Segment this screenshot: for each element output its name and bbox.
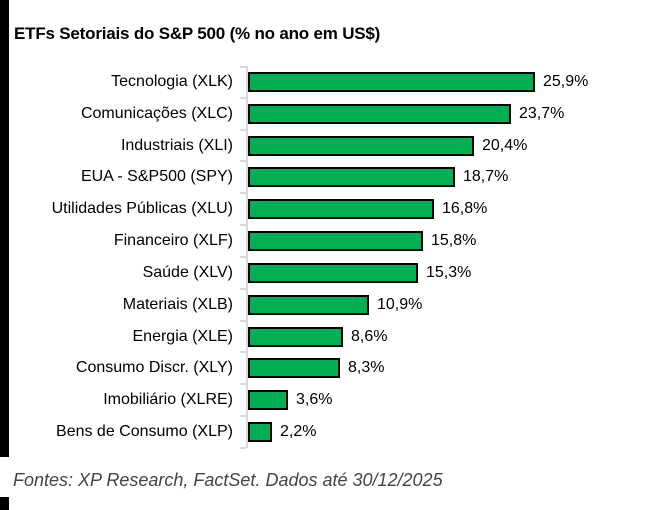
bar-row: Energia (XLE) 8,6% [0, 321, 660, 353]
bar [248, 167, 455, 188]
category-label: Energia (XLE) [132, 327, 234, 345]
bar-area: 3,6% [248, 390, 660, 411]
category-label: Financeiro (XLF) [113, 232, 233, 250]
category-label: Utilidades Públicas (XLU) [51, 200, 233, 218]
bar [248, 135, 474, 156]
value-label: 20,4% [482, 136, 528, 154]
left-edge-strip-bottom [0, 497, 9, 510]
bar-rows: Tecnologia (XLK) 25,9% Comunicações (XLC) 2… [0, 66, 660, 448]
category-label: Materiais (XLB) [122, 295, 233, 313]
bar [248, 326, 343, 347]
category-label: Industriais (XLI) [120, 136, 233, 154]
bar-row: Industriais (XLI) 20,4% [0, 130, 660, 162]
value-label: 8,3% [348, 359, 385, 377]
category-label: Comunicações (XLC) [80, 104, 233, 122]
bar [248, 71, 535, 92]
bar-area: 15,3% [248, 262, 660, 283]
source-note: Fontes: XP Research, FactSet. Dados até … [13, 470, 443, 490]
category-label: Imobiliário (XLRE) [103, 391, 233, 409]
value-label: 16,8% [442, 200, 488, 218]
axis-tick [240, 224, 246, 226]
bar-row: Utilidades Públicas (XLU) 16,8% [0, 193, 660, 225]
bar-row: Comunicações (XLC) 23,7% [0, 98, 660, 130]
bar-chart: Tecnologia (XLK) 25,9% Comunicações (XLC) 2… [0, 66, 660, 449]
bar [248, 422, 272, 443]
bar [248, 294, 369, 315]
bar [248, 358, 340, 379]
bar-area: 10,9% [248, 294, 660, 315]
bar [248, 231, 423, 252]
value-label: 15,8% [431, 232, 477, 250]
value-label: 23,7% [519, 104, 565, 122]
chart-title: ETFs Setoriais do S&P 500 (% no ano em U… [14, 24, 381, 43]
category-label: Bens de Consumo (XLP) [56, 423, 233, 441]
category-label: Saúde (XLV) [142, 263, 233, 281]
bar [248, 103, 511, 124]
bar-row: Financeiro (XLF) 15,8% [0, 225, 660, 257]
axis-tick [240, 383, 246, 385]
axis-tick [240, 351, 246, 353]
bar-row: Bens de Consumo (XLP) 2,2% [0, 416, 660, 448]
value-label: 8,6% [351, 327, 388, 345]
bar-row: Saúde (XLV) 15,3% [0, 257, 660, 289]
category-label: Consumo Discr. (XLY) [75, 359, 233, 377]
bar-row: Imobiliário (XLRE) 3,6% [0, 384, 660, 416]
value-label: 18,7% [463, 168, 509, 186]
axis-tick [240, 160, 246, 162]
bar-area: 15,8% [248, 231, 660, 252]
axis-tick [240, 66, 246, 68]
axis-tick [240, 129, 246, 131]
value-label: 15,3% [426, 263, 472, 281]
bar [248, 390, 288, 411]
bar-area: 16,8% [248, 199, 660, 220]
value-label: 25,9% [543, 72, 589, 90]
y-axis-line [246, 66, 248, 448]
bar-area: 18,7% [248, 167, 660, 188]
left-edge-strip-top [0, 0, 9, 457]
value-label: 10,9% [377, 295, 423, 313]
axis-tick [240, 288, 246, 290]
axis-tick [240, 97, 246, 99]
bar-area: 2,2% [248, 422, 660, 443]
category-label: EUA - S&P500 (SPY) [80, 168, 233, 186]
bar-area: 8,6% [248, 326, 660, 347]
bar-area: 23,7% [248, 103, 660, 124]
axis-tick [240, 192, 246, 194]
bar-area: 20,4% [248, 135, 660, 156]
bar-row: Materiais (XLB) 10,9% [0, 289, 660, 321]
value-label: 3,6% [296, 391, 333, 409]
bar [248, 262, 418, 283]
bar [248, 199, 434, 220]
value-label: 2,2% [280, 423, 317, 441]
axis-tick [240, 256, 246, 258]
axis-tick [240, 447, 246, 449]
bar-row: Tecnologia (XLK) 25,9% [0, 66, 660, 98]
bar-row: Consumo Discr. (XLY) 8,3% [0, 352, 660, 384]
category-label: Tecnologia (XLK) [111, 72, 233, 90]
axis-tick [240, 415, 246, 417]
axis-tick [240, 320, 246, 322]
bar-row: EUA - S&P500 (SPY) 18,7% [0, 161, 660, 193]
bar-area: 8,3% [248, 358, 660, 379]
bar-area: 25,9% [248, 71, 660, 92]
